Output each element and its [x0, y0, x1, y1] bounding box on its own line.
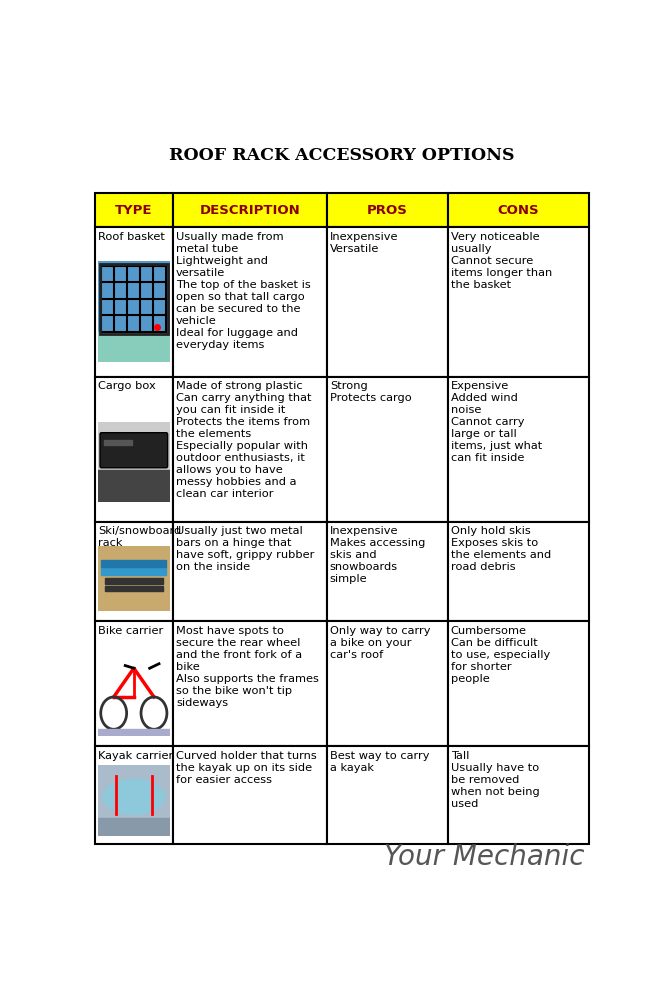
Text: Your Mechanic: Your Mechanic — [384, 843, 585, 871]
Text: Cargo box: Cargo box — [98, 381, 155, 391]
Bar — [105, 586, 163, 591]
Bar — [101, 567, 166, 575]
Bar — [95, 193, 173, 227]
Bar — [327, 377, 448, 522]
Bar — [105, 578, 163, 584]
Text: Only way to carry
a bike on your
car's roof: Only way to carry a bike on your car's r… — [329, 626, 430, 660]
Text: Curved holder that turns
the kayak up on its side
for easier access: Curved holder that turns the kayak up on… — [176, 751, 317, 785]
Text: Best way to carry
a kayak: Best way to carry a kayak — [329, 751, 430, 773]
Text: Ski/snowboard
rack: Ski/snowboard rack — [98, 526, 181, 548]
Text: Tall
Usually have to
be removed
when not being
used: Tall Usually have to be removed when not… — [451, 751, 540, 809]
Bar — [98, 332, 170, 362]
Bar — [98, 729, 170, 736]
Text: Strong
Protects cargo: Strong Protects cargo — [329, 381, 412, 403]
Bar — [173, 522, 327, 621]
Text: TYPE: TYPE — [115, 204, 153, 217]
Text: ROOF RACK ACCESSORY OPTIONS: ROOF RACK ACCESSORY OPTIONS — [169, 147, 514, 164]
Bar — [327, 522, 448, 621]
Text: Inexpensive
Makes accessing
skis and
snowboards
simple: Inexpensive Makes accessing skis and sno… — [329, 526, 425, 584]
Bar — [448, 522, 589, 621]
Text: Cumbersome
Can be difficult
to use, especially
for shorter
people: Cumbersome Can be difficult to use, espe… — [451, 626, 550, 684]
Text: DESCRIPTION: DESCRIPTION — [199, 204, 300, 217]
Bar — [173, 621, 327, 746]
Bar — [173, 377, 327, 522]
Bar — [98, 470, 170, 502]
Bar — [327, 621, 448, 746]
Text: Bike carrier: Bike carrier — [98, 626, 163, 636]
Text: Most have spots to
secure the rear wheel
and the front fork of a
bike
Also suppo: Most have spots to secure the rear wheel… — [176, 626, 319, 708]
Text: Very noticeable
usually
Cannot secure
items longer than
the basket: Very noticeable usually Cannot secure it… — [451, 232, 552, 290]
Bar — [95, 621, 173, 746]
Text: Expensive
Added wind
noise
Cannot carry
large or tall
items, just what
can fit i: Expensive Added wind noise Cannot carry … — [451, 381, 542, 463]
Bar — [448, 227, 589, 377]
FancyBboxPatch shape — [100, 433, 167, 468]
Text: PROS: PROS — [367, 204, 408, 217]
Bar — [448, 621, 589, 746]
Text: CONS: CONS — [498, 204, 539, 217]
Bar — [327, 227, 448, 377]
Bar — [101, 560, 166, 567]
Bar — [100, 264, 167, 334]
Text: Roof basket: Roof basket — [98, 232, 165, 242]
Bar — [95, 227, 173, 377]
Bar — [95, 746, 173, 844]
Text: Usually made from
metal tube
Lightweight and
versatile
The top of the basket is
: Usually made from metal tube Lightweight… — [176, 232, 311, 350]
Text: Kayak carrier: Kayak carrier — [98, 751, 173, 761]
Bar — [173, 746, 327, 844]
Bar — [448, 377, 589, 522]
Text: Only hold skis
Exposes skis to
the elements and
road debris: Only hold skis Exposes skis to the eleme… — [451, 526, 551, 572]
Bar — [448, 746, 589, 844]
Bar — [98, 818, 170, 836]
Text: Inexpensive
Versatile: Inexpensive Versatile — [329, 232, 398, 254]
Bar — [103, 440, 132, 445]
Bar — [95, 377, 173, 522]
Bar — [327, 193, 448, 227]
Ellipse shape — [103, 779, 164, 814]
Bar — [173, 193, 327, 227]
Bar — [327, 746, 448, 844]
Text: Usually just two metal
bars on a hinge that
have soft, grippy rubber
on the insi: Usually just two metal bars on a hinge t… — [176, 526, 314, 572]
Bar — [95, 522, 173, 621]
Bar — [173, 227, 327, 377]
Text: Made of strong plastic
Can carry anything that
you can fit inside it
Protects th: Made of strong plastic Can carry anythin… — [176, 381, 311, 499]
Bar — [448, 193, 589, 227]
